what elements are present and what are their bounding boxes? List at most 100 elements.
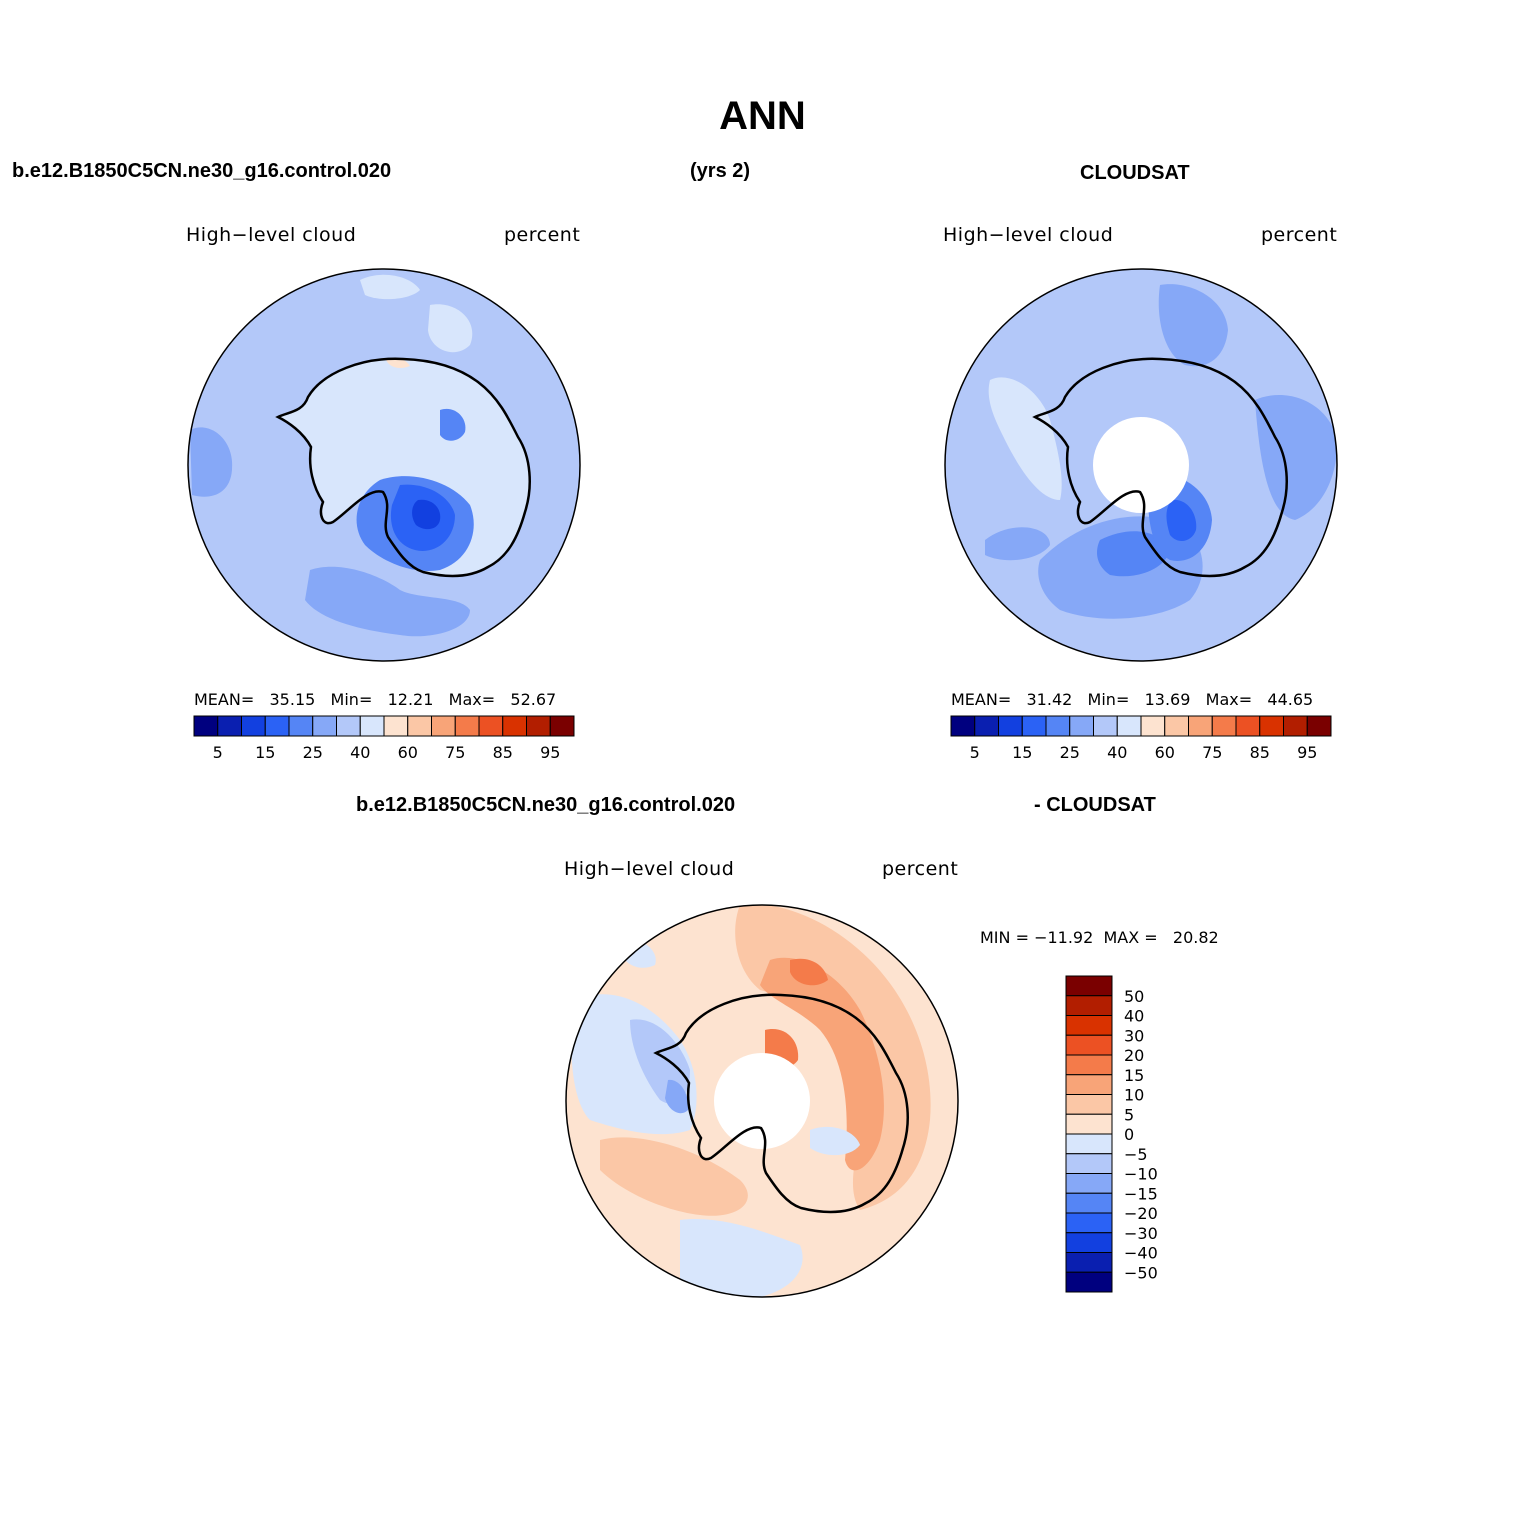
panel1-colorbar-swatch — [478, 715, 504, 737]
panel1-colorbar-swatch — [217, 715, 242, 737]
panel3-colorbar-tick-label: 30 — [1124, 1026, 1144, 1045]
panel3-colorbar-swatch — [1065, 1173, 1113, 1194]
panel3-colorbar-swatch — [1065, 1094, 1113, 1115]
panel1-colorbar-swatch — [288, 715, 314, 737]
panel2-colorbar-tick-label: 75 — [1202, 743, 1222, 762]
panel1-colorbar-tick-label: 15 — [255, 743, 275, 762]
panel1-map — [187, 268, 581, 662]
panel3-colorbar-swatch — [1065, 1074, 1113, 1095]
panel3-colorbar-tick-label: −15 — [1124, 1184, 1158, 1203]
panel3-colorbar-swatch — [1065, 1192, 1113, 1214]
top-years-label: (yrs 2) — [690, 160, 751, 182]
panel1-colorbar-tick-label: 60 — [398, 743, 418, 762]
panel1-colorbar-tick-label: 40 — [350, 743, 370, 762]
panel3-colorbar-tick-label: 40 — [1124, 1007, 1144, 1026]
panel1-colorbar-swatch — [264, 715, 290, 737]
panel1-colorbar-swatch — [454, 715, 480, 737]
panel3-colorbar-swatch — [1065, 1034, 1113, 1056]
panel3-colorbar-swatch — [1065, 1133, 1113, 1155]
panel2-colorbar-swatch — [1021, 715, 1047, 737]
panel3-colorbar-swatch — [1065, 975, 1113, 997]
panel2-map — [944, 268, 1338, 662]
panel2-units-label: percent — [1261, 224, 1338, 246]
panel1-colorbar-tick-label: 25 — [303, 743, 323, 762]
panel3-colorbar-tick-label: −20 — [1124, 1204, 1158, 1223]
panel3-colorbar-swatch — [1065, 1113, 1113, 1135]
panel1-colorbar-swatch — [241, 715, 266, 737]
panel1-colorbar-tick-label: 85 — [493, 743, 513, 762]
bottom-obs-name: - CLOUDSAT — [1034, 794, 1156, 816]
panel3-colorbar-swatch — [1065, 1054, 1113, 1076]
panel2-colorbar-tick-label: 25 — [1060, 743, 1080, 762]
panel3-colorbar-tick-label: 0 — [1124, 1125, 1134, 1144]
panel1-colorbar-swatch — [549, 715, 575, 737]
panel3-colorbar-swatch — [1065, 1015, 1113, 1036]
panel1-stats: MEAN= 35.15 Min= 12.21 Max= 52.67 — [194, 690, 557, 709]
panel1-colorbar: 5 15 25 40 60 75 85 95 — [193, 715, 575, 762]
panel2-colorbar-tick-label: 40 — [1107, 743, 1127, 762]
bottom-case-name: b.e12.B1850C5CN.ne30_g16.control.020 — [356, 794, 736, 816]
panel2-colorbar-tick-label: 5 — [970, 743, 980, 762]
panel1-colorbar-swatch — [359, 715, 385, 737]
panel3-colorbar-tick-label: 5 — [1124, 1105, 1134, 1124]
panel3-colorbar-tick-label: −50 — [1124, 1263, 1158, 1282]
panel1-colorbar-tick-label: 75 — [445, 743, 465, 762]
panel3-colorbar-swatch — [1065, 1212, 1113, 1234]
panel3-variable-label: High−level cloud — [564, 858, 735, 880]
panel1-colorbar-tick-label: 95 — [540, 743, 560, 762]
figure-title: ANN — [719, 94, 806, 138]
panel2-stats: MEAN= 31.42 Min= 13.69 Max= 44.65 — [951, 690, 1314, 709]
panel2-colorbar: 5 15 25 40 60 75 85 95 — [950, 715, 1332, 762]
panel2-colorbar-tick-label: 85 — [1250, 743, 1270, 762]
panel2-colorbar-swatch — [1140, 715, 1166, 737]
panel2-colorbar-swatch — [1235, 715, 1261, 737]
panel2-colorbar-swatch — [1306, 715, 1332, 737]
panel3-colorbar-tick-label: −5 — [1124, 1145, 1148, 1164]
panel1-colorbar-swatch — [407, 715, 432, 737]
panel3-colorbar-tick-label: 50 — [1124, 987, 1144, 1006]
panel2-colorbar-swatch — [950, 715, 976, 737]
panel2-colorbar-swatch — [1188, 715, 1213, 737]
panel2-colorbar-swatch — [1259, 715, 1284, 737]
panel1-colorbar-swatch — [431, 715, 456, 737]
panel3-colorbar-swatch — [1065, 1232, 1113, 1253]
top-right-obs-name: CLOUDSAT — [1080, 162, 1190, 184]
panel2-colorbar-tick-label: 95 — [1297, 743, 1317, 762]
panel2-colorbar-swatch — [1283, 715, 1308, 737]
panel3-units-label: percent — [882, 858, 959, 880]
panel3-colorbar-tick-label: −40 — [1124, 1244, 1158, 1263]
panel1-units-label: percent — [504, 224, 581, 246]
panel1-colorbar-tick-label: 5 — [213, 743, 223, 762]
panel2-colorbar-swatch — [1164, 715, 1189, 737]
panel2-variable-label: High−level cloud — [943, 224, 1114, 246]
panel2-colorbar-swatch — [974, 715, 999, 737]
panel2-colorbar-tick-label: 60 — [1155, 743, 1175, 762]
panel1-colorbar-swatch — [193, 715, 219, 737]
panel3-colorbar-swatch — [1065, 995, 1113, 1016]
panel3-colorbar-swatch — [1065, 1271, 1113, 1293]
panel3-colorbar-swatch — [1065, 1153, 1113, 1174]
panel3-colorbar-tick-label: −10 — [1124, 1165, 1158, 1184]
panel2-colorbar-swatch — [1093, 715, 1118, 737]
panel2-colorbar-swatch — [1211, 715, 1237, 737]
panel3-colorbar-tick-label: −30 — [1124, 1224, 1158, 1243]
panel2-colorbar-swatch — [1069, 715, 1094, 737]
panel1-colorbar-swatch — [526, 715, 551, 737]
panel3-map — [565, 904, 959, 1298]
panel1-variable-label: High−level cloud — [186, 224, 357, 246]
panel1-colorbar-swatch — [383, 715, 409, 737]
panel3-colorbar-tick-label: 15 — [1124, 1066, 1144, 1085]
panel2-colorbar-swatch — [1116, 715, 1142, 737]
panel1-colorbar-swatch — [312, 715, 337, 737]
panel3-colorbar-tick-label: 20 — [1124, 1046, 1144, 1065]
panel3-colorbar-tick-label: 10 — [1124, 1086, 1144, 1105]
top-left-case-name: b.e12.B1850C5CN.ne30_g16.control.020 — [12, 160, 392, 182]
panel1-colorbar-swatch — [502, 715, 527, 737]
panel2-colorbar-swatch — [998, 715, 1023, 737]
panel2-colorbar-tick-label: 15 — [1012, 743, 1032, 762]
panel3-stats: MIN = −11.92 MAX = 20.82 — [980, 928, 1219, 947]
panel1-colorbar-swatch — [336, 715, 361, 737]
panel3-colorbar-swatch — [1065, 1252, 1113, 1273]
